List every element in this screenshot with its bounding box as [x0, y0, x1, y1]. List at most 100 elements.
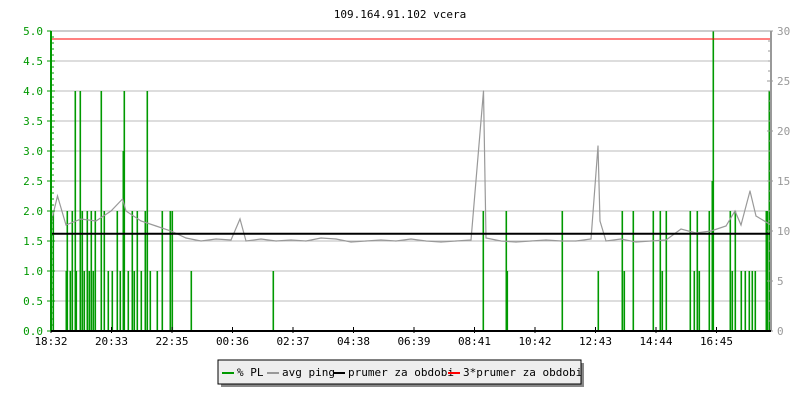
pl-bar: [75, 271, 78, 331]
pl-bar: [693, 271, 696, 331]
pl-bar: [127, 271, 130, 331]
pl-bar: [754, 271, 757, 331]
y-left-tick-label: 0.5: [23, 295, 43, 308]
pl-bar: [272, 271, 275, 331]
pl-bar: [506, 271, 509, 331]
y-right-tick-label: 0: [777, 325, 784, 338]
pl-bar: [156, 271, 159, 331]
y-right-tick-label: 10: [777, 225, 790, 238]
pl-bar: [696, 211, 699, 331]
legend-swatch: [448, 372, 460, 374]
legend-swatch: [222, 372, 234, 374]
pl-bar: [131, 211, 134, 331]
x-tick-label: 14:44: [639, 335, 672, 348]
pl-bar: [122, 151, 125, 331]
legend-label: 3*prumer za obdobi: [463, 366, 582, 379]
pl-bar: [766, 211, 769, 331]
pl-bar: [661, 271, 664, 331]
pl-bar: [744, 271, 747, 331]
pl-bar: [136, 211, 139, 331]
pl-bar: [133, 271, 136, 331]
pl-bar: [116, 211, 119, 331]
pl-bar: [621, 211, 624, 331]
pl-bar: [140, 271, 143, 331]
pl-bar: [146, 91, 149, 331]
pl-bar: [71, 211, 74, 331]
x-tick-label: 08:41: [458, 335, 491, 348]
y-left-tick-label: 4.5: [23, 55, 43, 68]
y-right-tick-label: 30: [777, 25, 790, 38]
pl-bar: [92, 271, 95, 331]
pl-bar: [712, 31, 715, 331]
pl-bar: [88, 271, 91, 331]
pl-bar: [482, 211, 485, 331]
axes: 0.0 0.5 1.0 1.5 2.0 2.5 3.0 3.5 4.0 4.5 5.0 0 5 10 15 2…: [23, 25, 790, 348]
pl-bar: [623, 271, 626, 331]
x-tick-label: 18:32: [34, 335, 67, 348]
ping-line: [50, 90, 772, 243]
pl-bar: [748, 271, 751, 331]
pl-bar: [751, 271, 754, 331]
pl-bar: [144, 211, 147, 331]
pl-bar: [79, 91, 82, 331]
pl-bar: [698, 271, 701, 331]
ping-polyline: [50, 90, 772, 243]
y-right-tick-label: 5: [777, 275, 784, 288]
pl-bar: [69, 271, 72, 331]
pl-bar: [659, 211, 662, 331]
pl-bar: [190, 271, 193, 331]
y-right-tick-label: 20: [777, 125, 790, 138]
x-tick-label: 12:43: [579, 335, 612, 348]
pl-bar: [86, 211, 89, 331]
pl-bar: [689, 211, 692, 331]
legend-label: % PL: [237, 366, 264, 379]
x-tick-label: 04:38: [337, 335, 370, 348]
y-left-tick-label: 1.5: [23, 235, 43, 248]
pl-bar: [734, 211, 737, 331]
x-tick-label: 20:33: [95, 335, 128, 348]
x-tick-label: 02:37: [276, 335, 309, 348]
x-tick-label: 22:35: [155, 335, 188, 348]
pl-bar: [731, 271, 734, 331]
legend-swatch: [267, 372, 279, 374]
pl-bar: [90, 211, 93, 331]
y-left-tick-label: 4.0: [23, 85, 43, 98]
y-left-tick-label: 2.5: [23, 175, 43, 188]
y-left-tick-label: 3.0: [23, 145, 43, 158]
pl-bar: [123, 91, 126, 331]
pl-bar: [161, 211, 164, 331]
pl-bar: [111, 271, 114, 331]
pl-bar: [652, 211, 655, 331]
pl-bar: [66, 211, 69, 331]
pl-bar: [708, 211, 711, 331]
y-right-tick-label: 15: [777, 175, 790, 188]
legend-label: avg ping: [282, 366, 335, 379]
pl-bar: [74, 91, 77, 331]
pl-bar: [83, 271, 86, 331]
pl-bar: [94, 211, 97, 331]
pl-bar: [65, 271, 68, 331]
pl-bar: [100, 91, 103, 331]
y-left-tick-label: 2.0: [23, 205, 43, 218]
pl-bar: [740, 271, 743, 331]
pl-bar: [119, 271, 122, 331]
pl-bar: [505, 211, 508, 331]
pl-bar: [711, 181, 714, 331]
legend-label: prumer za obdobi: [348, 366, 454, 379]
pl-bar: [103, 211, 106, 331]
pl-bar: [149, 271, 152, 331]
x-tick-label: 00:36: [216, 335, 249, 348]
y-left-tick-label: 5.0: [23, 25, 43, 38]
pl-bar: [171, 211, 174, 331]
pl-bar: [632, 211, 635, 331]
y-right-tick-label: 25: [777, 75, 790, 88]
y-left-tick-label: 3.5: [23, 115, 43, 128]
pl-bar: [107, 271, 110, 331]
grid: [51, 30, 771, 302]
pl-bar: [665, 211, 668, 331]
x-tick-label: 06:39: [397, 335, 430, 348]
pl-bar: [729, 211, 732, 331]
pl-bar: [169, 211, 172, 331]
y-left-tick-label: 1.0: [23, 265, 43, 278]
